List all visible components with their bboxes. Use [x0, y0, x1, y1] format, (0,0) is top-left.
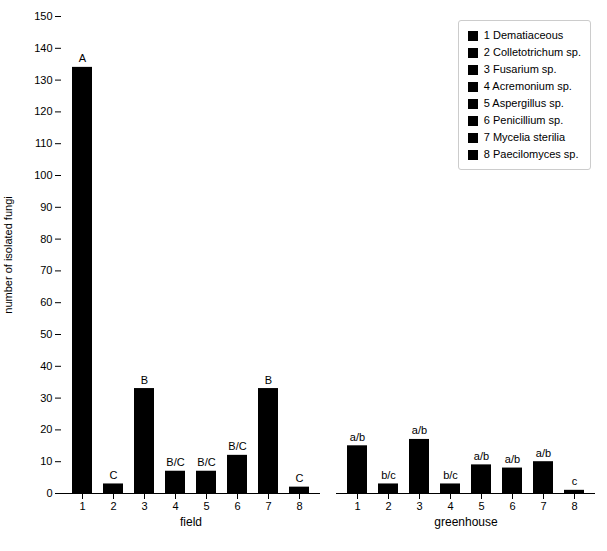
svg-text:A: A: [79, 52, 87, 64]
svg-text:B/C: B/C: [166, 456, 184, 468]
svg-text:number of isolated fungi: number of isolated fungi: [2, 196, 14, 313]
svg-text:B/C: B/C: [228, 440, 246, 452]
svg-text:c: c: [572, 475, 578, 487]
svg-text:40: 40: [40, 360, 52, 372]
html-text:6 Penicillium sp.: 6 Penicillium sp.: [483, 114, 564, 126]
svg-text:30: 30: [40, 392, 52, 404]
svg-text:8: 8: [571, 500, 577, 512]
svg-text:3: 3: [416, 500, 422, 512]
svg-text:50: 50: [40, 328, 52, 340]
svg-text:B: B: [265, 374, 272, 386]
svg-text:1: 1: [79, 500, 85, 512]
svg-text:6: 6: [509, 500, 515, 512]
svg-text:0: 0: [46, 487, 52, 499]
svg-text:a/b: a/b: [536, 447, 551, 459]
svg-text:5: 5: [478, 500, 484, 512]
svg-text:C: C: [110, 469, 118, 481]
svg-text:a/b: a/b: [350, 431, 365, 443]
svg-text:110: 110: [35, 137, 53, 149]
svg-text:7: 7: [265, 500, 271, 512]
html-text:3 Fusarium sp.: 3 Fusarium sp.: [483, 63, 557, 75]
svg-text:B: B: [141, 374, 148, 386]
svg-text:8: 8: [296, 500, 302, 512]
svg-text:20: 20: [40, 423, 52, 435]
svg-text:a/b: a/b: [505, 453, 520, 465]
svg-text:100: 100: [34, 169, 52, 181]
svg-text:b/c: b/c: [443, 469, 458, 481]
svg-text:b/c: b/c: [381, 469, 396, 481]
svg-text:2: 2: [385, 500, 391, 512]
svg-text:120: 120: [34, 105, 52, 117]
svg-text:10: 10: [40, 455, 52, 467]
svg-text:6: 6: [234, 500, 240, 512]
svg-text:2: 2: [110, 500, 116, 512]
svg-text:70: 70: [40, 264, 52, 276]
svg-text:7: 7: [540, 500, 546, 512]
html-text:1 Dematiaceous: 1 Dematiaceous: [483, 29, 564, 41]
html-text:8 Paecilomyces sp.: 8 Paecilomyces sp.: [483, 148, 579, 160]
svg-text:a/b: a/b: [412, 424, 427, 436]
svg-text:150: 150: [34, 10, 52, 22]
svg-text:1: 1: [354, 500, 360, 512]
svg-text:greenhouse: greenhouse: [434, 515, 498, 529]
svg-text:60: 60: [40, 296, 52, 308]
svg-text:C: C: [296, 472, 304, 484]
svg-text:130: 130: [34, 74, 52, 86]
html-text:4 Acremonium sp.: 4 Acremonium sp.: [483, 80, 572, 92]
svg-text:B/C: B/C: [197, 456, 215, 468]
html-text:5 Aspergillus sp.: 5 Aspergillus sp.: [483, 97, 564, 109]
svg-text:5: 5: [203, 500, 209, 512]
html-text:7 Mycelia sterilia: 7 Mycelia sterilia: [483, 131, 566, 143]
svg-text:a/b: a/b: [474, 450, 489, 462]
svg-text:140: 140: [34, 42, 52, 54]
svg-text:4: 4: [447, 500, 453, 512]
svg-text:80: 80: [40, 233, 52, 245]
svg-text:4: 4: [172, 500, 178, 512]
svg-text:90: 90: [40, 201, 52, 213]
html-text:2 Colletotrichum sp.: 2 Colletotrichum sp.: [483, 46, 581, 58]
svg-text:3: 3: [141, 500, 147, 512]
svg-text:field: field: [180, 515, 202, 529]
